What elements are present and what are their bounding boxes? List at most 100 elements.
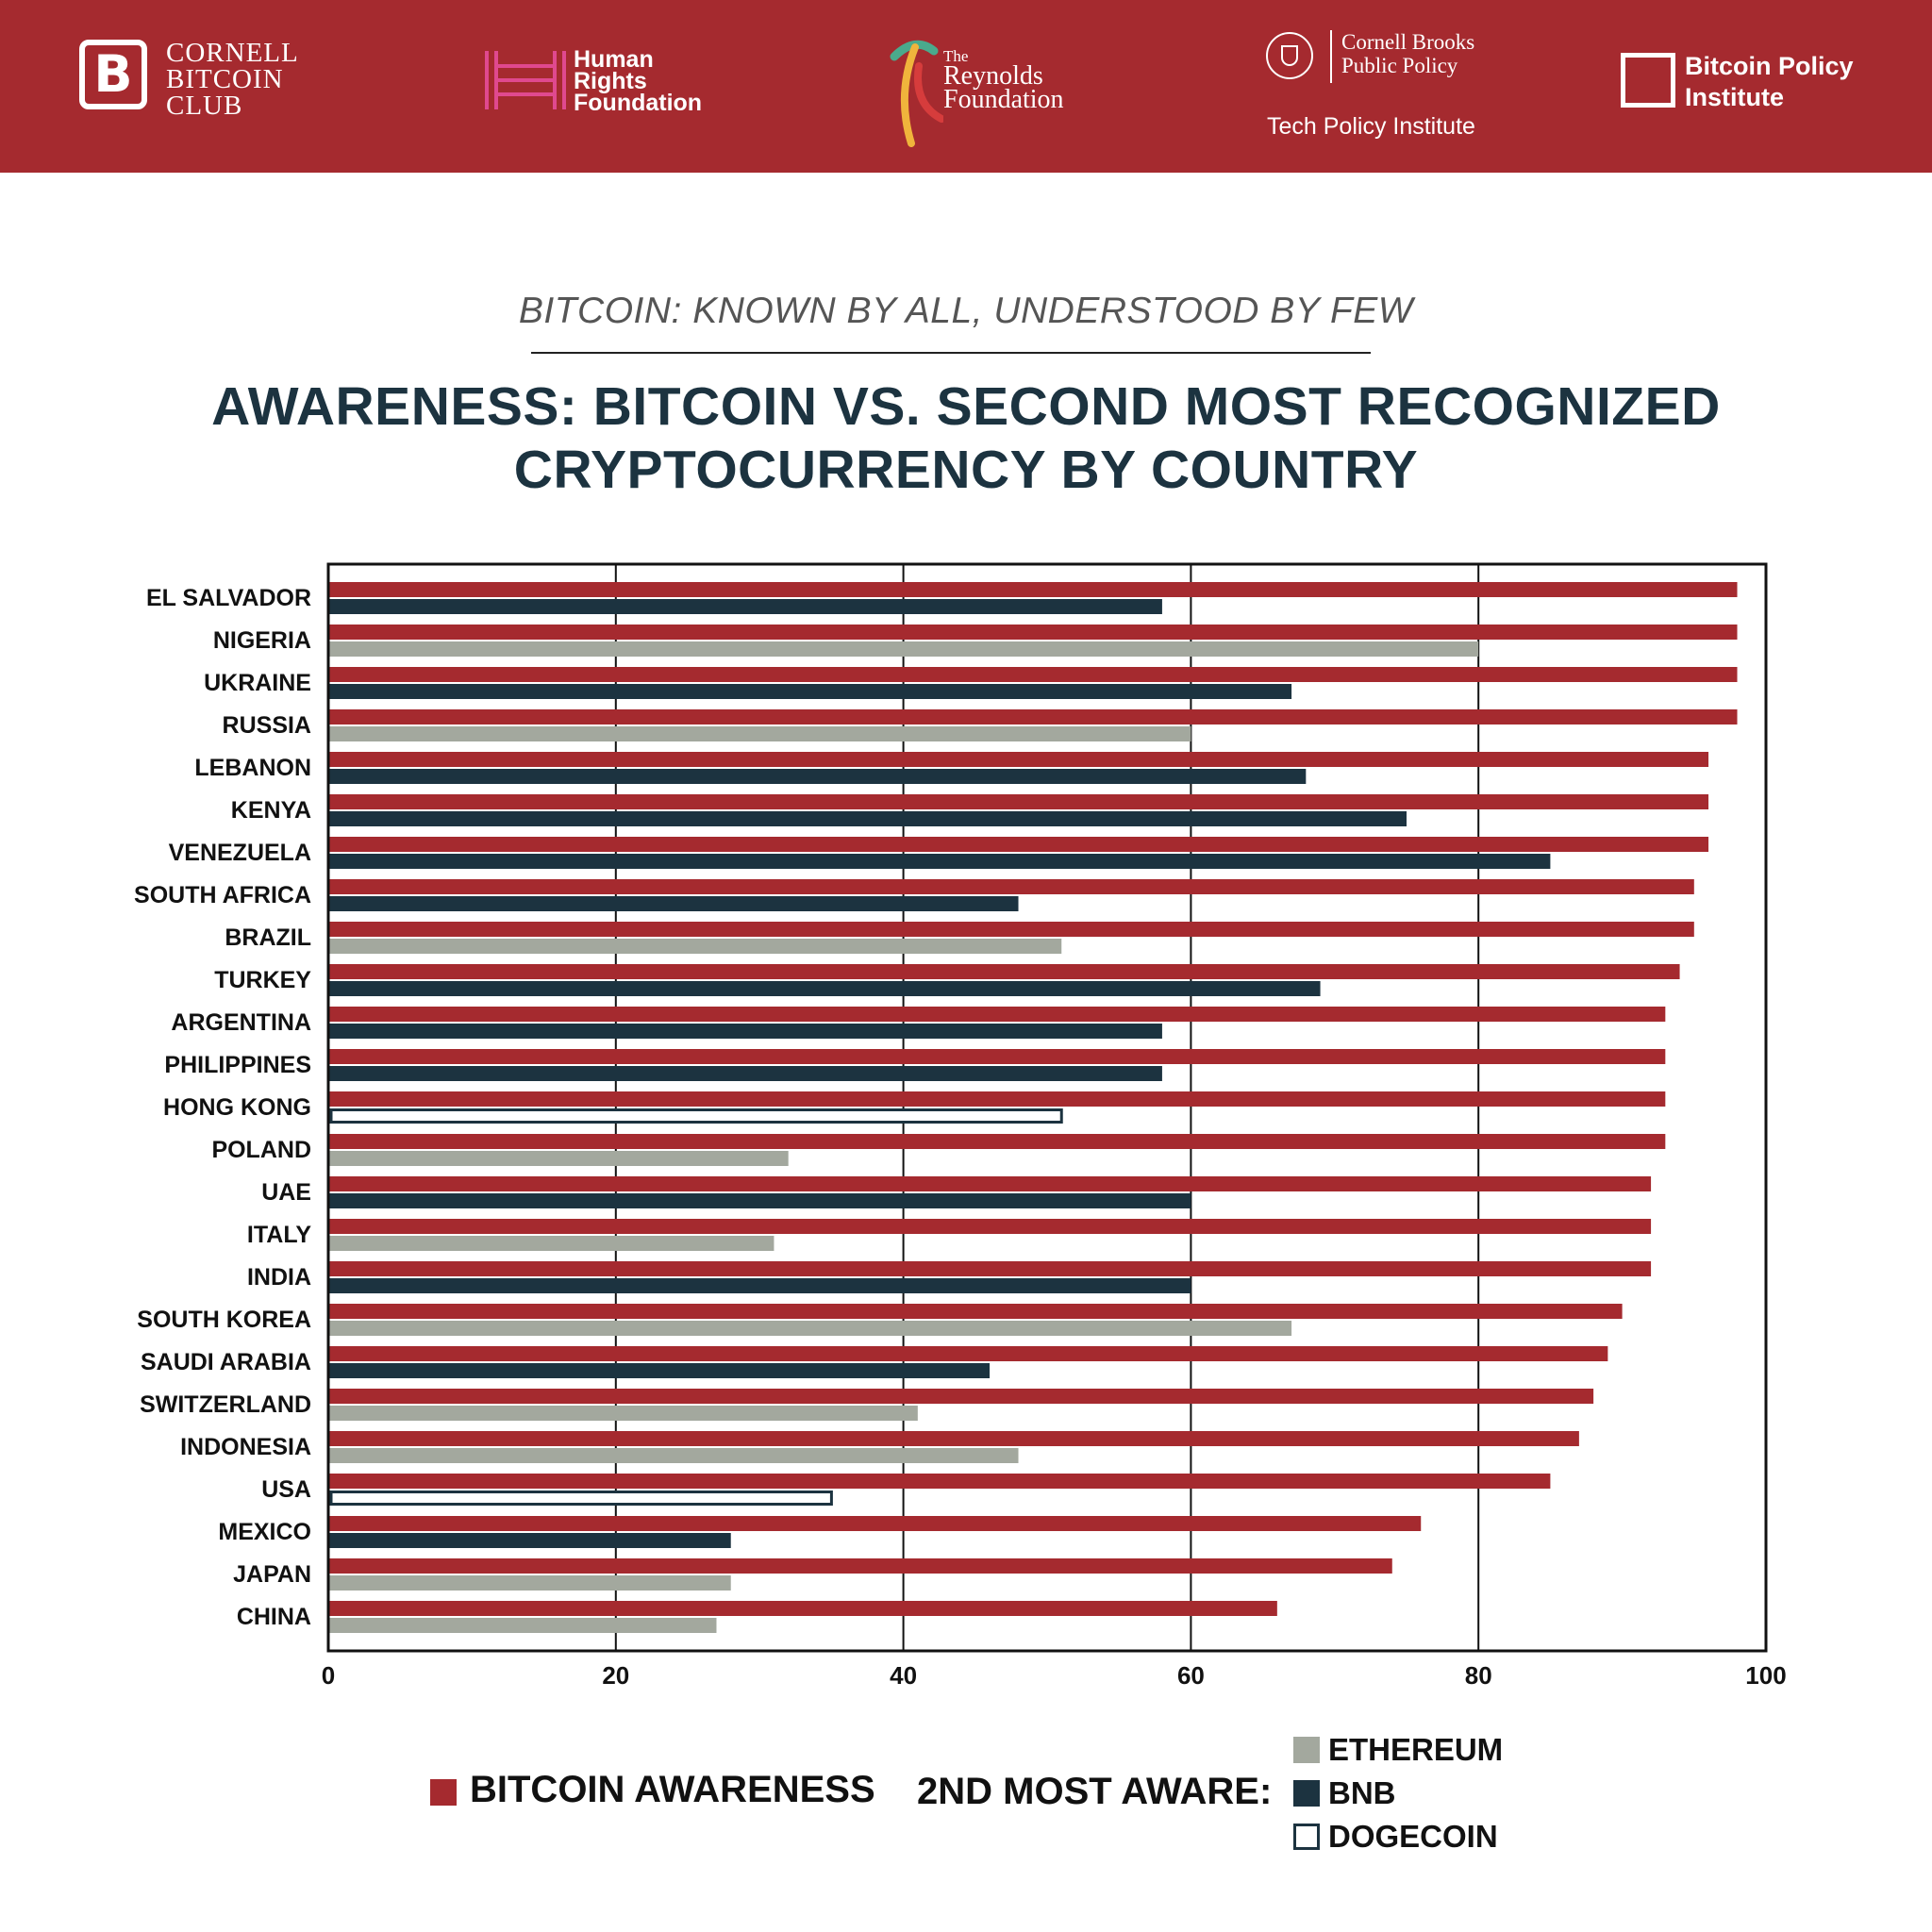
- bitcoin-bar: [329, 1474, 1551, 1489]
- second-coin-bar-ethereum: [329, 641, 1479, 657]
- second-coin-bar-bnb: [329, 684, 1292, 699]
- bitcoin-bar: [329, 1558, 1392, 1574]
- bitcoin-club-icon: B: [79, 40, 147, 109]
- legend-bitcoin-swatch: [430, 1779, 457, 1806]
- cornell-brooks-name: Cornell Brooks Public Policy: [1341, 30, 1475, 77]
- plot-frame: [326, 562, 1768, 1653]
- bitcoin-bar: [329, 964, 1680, 979]
- bitcoin-bar: [329, 1304, 1623, 1319]
- bitcoin-bar: [329, 1091, 1666, 1107]
- country-label: CHINA: [237, 1604, 311, 1630]
- reynolds-name: Reynolds Foundation: [943, 61, 1064, 114]
- country-label: ITALY: [247, 1222, 311, 1248]
- legend-ethereum-swatch: [1293, 1737, 1320, 1763]
- second-coin-bar-bnb: [329, 769, 1307, 784]
- legend-dogecoin-swatch: [1293, 1824, 1320, 1850]
- bitcoin-bar: [329, 667, 1738, 682]
- hrf-h-icon: [485, 51, 566, 109]
- second-coin-bar-dogecoin: [329, 1491, 833, 1506]
- bitcoin-bar: [329, 1176, 1652, 1191]
- cornell-logo-divider: [1330, 30, 1332, 83]
- second-coin-bar-bnb: [329, 599, 1162, 614]
- x-tick-label: 80: [1465, 1661, 1492, 1690]
- legend-second-most-aware-label: 2ND MOST AWARE:: [917, 1771, 1273, 1812]
- bitcoin-bar: [329, 1601, 1277, 1616]
- hrf-name: Human Rights Foundation: [574, 46, 703, 116]
- country-label: UKRAINE: [204, 670, 311, 696]
- second-coin-bar-ethereum: [329, 1151, 789, 1166]
- subtitle-underline: [531, 352, 1371, 354]
- bitcoin-bar: [329, 1346, 1608, 1361]
- legend-bnb-swatch: [1293, 1780, 1320, 1807]
- grid-lines: [614, 564, 1480, 1651]
- legend-ethereum-label: ETHEREUM: [1328, 1732, 1504, 1767]
- x-tick-label: 100: [1745, 1661, 1786, 1690]
- cornell-seal-icon: [1266, 32, 1313, 79]
- country-label: KENYA: [231, 797, 311, 824]
- bitcoin-bar: [329, 752, 1709, 767]
- country-labels: EL SALVADOR NIGERIA UKRAINE RUSSIA LEBANON KE…: [134, 585, 311, 1630]
- country-label: NIGERIA: [213, 627, 311, 654]
- bitcoin-bar: [329, 1516, 1422, 1531]
- bitcoin-bar: [329, 625, 1738, 640]
- second-coin-bar-bnb: [329, 1193, 1191, 1208]
- x-tick-label: 60: [1177, 1661, 1205, 1690]
- bitcoin-bar: [329, 1134, 1666, 1149]
- second-coin-bar-dogecoin: [329, 1108, 1063, 1124]
- header-banner: B CORNELL BITCOIN CLUB Human Rights Foun…: [0, 0, 1932, 173]
- bitcoin-bar: [329, 922, 1694, 937]
- bpi-name: Bitcoin Policy Institute: [1685, 52, 1854, 111]
- country-label: HONG KONG: [163, 1094, 311, 1121]
- legend-bnb-label: BNB: [1328, 1775, 1396, 1810]
- second-coin-bar-ethereum: [329, 939, 1062, 954]
- bars: [329, 582, 1738, 1633]
- second-coin-bar-ethereum: [329, 1321, 1292, 1336]
- country-label: LEBANON: [194, 755, 311, 781]
- second-coin-bar-bnb: [329, 1066, 1162, 1081]
- second-coin-bar-bnb: [329, 1024, 1162, 1039]
- bitcoin-bar: [329, 1431, 1579, 1446]
- second-coin-bar-bnb: [329, 854, 1551, 869]
- country-label: SAUDI ARABIA: [141, 1349, 311, 1375]
- cornell-bitcoin-club-name: CORNELL BITCOIN CLUB: [166, 38, 299, 121]
- bitcoin-bar: [329, 1261, 1652, 1276]
- country-label: MEXICO: [218, 1519, 311, 1545]
- bitcoin-bar: [329, 1049, 1666, 1064]
- x-tick-label: 40: [890, 1661, 917, 1690]
- second-coin-bar-ethereum: [329, 1618, 717, 1633]
- cornell-brooks-logo: Cornell Brooks Public Policy Tech Policy…: [1264, 26, 1500, 144]
- bitcoin-bar: [329, 837, 1709, 852]
- reynolds-the: The: [943, 47, 969, 65]
- country-label: VENEZUELA: [169, 840, 311, 866]
- bitcoin-bar: [329, 879, 1694, 894]
- country-label: INDIA: [247, 1264, 311, 1291]
- bitcoin-bar: [329, 794, 1709, 809]
- second-coin-bar-bnb: [329, 811, 1407, 826]
- country-label: JAPAN: [233, 1561, 311, 1588]
- country-label: EL SALVADOR: [146, 585, 311, 611]
- country-label: USA: [261, 1476, 311, 1503]
- country-label: PHILIPPINES: [164, 1052, 311, 1078]
- second-coin-bar-ethereum: [329, 726, 1191, 741]
- chart-title: AWARENESS: BITCOIN VS. SECOND MOST RECOG…: [211, 376, 1721, 500]
- x-tick-label: 0: [322, 1661, 335, 1690]
- reynolds-foundation-logo: The Reynolds Foundation: [887, 28, 1094, 151]
- country-label: SWITZERLAND: [140, 1391, 311, 1418]
- second-coin-bar-bnb: [329, 1363, 991, 1378]
- country-label: ARGENTINA: [171, 1009, 311, 1036]
- bar-chart: EL SALVADOR NIGERIA UKRAINE RUSSIA LEBANON KE…: [134, 562, 1787, 1690]
- bpi-square-icon: [1621, 53, 1675, 108]
- legend-dogecoin-label: DOGECOIN: [1328, 1819, 1498, 1854]
- country-label: BRAZIL: [225, 924, 311, 951]
- country-label: TURKEY: [214, 967, 311, 993]
- bitcoin-bar: [329, 709, 1738, 724]
- second-coin-bar-bnb: [329, 1533, 731, 1548]
- second-coin-bar-ethereum: [329, 1406, 918, 1421]
- second-coin-bar-ethereum: [329, 1236, 774, 1251]
- bitcoin-policy-institute-logo: Bitcoin Policy Institute: [1621, 51, 1866, 113]
- bitcoin-bar: [329, 1389, 1594, 1404]
- subtitle: BITCOIN: KNOWN BY ALL, UNDERSTOOD BY FEW: [518, 291, 1414, 331]
- country-label: SOUTH AFRICA: [134, 882, 311, 908]
- legend-bitcoin-label: BITCOIN AWARENESS: [470, 1769, 875, 1810]
- cornell-bitcoin-club-logo: B CORNELL BITCOIN CLUB: [79, 40, 325, 121]
